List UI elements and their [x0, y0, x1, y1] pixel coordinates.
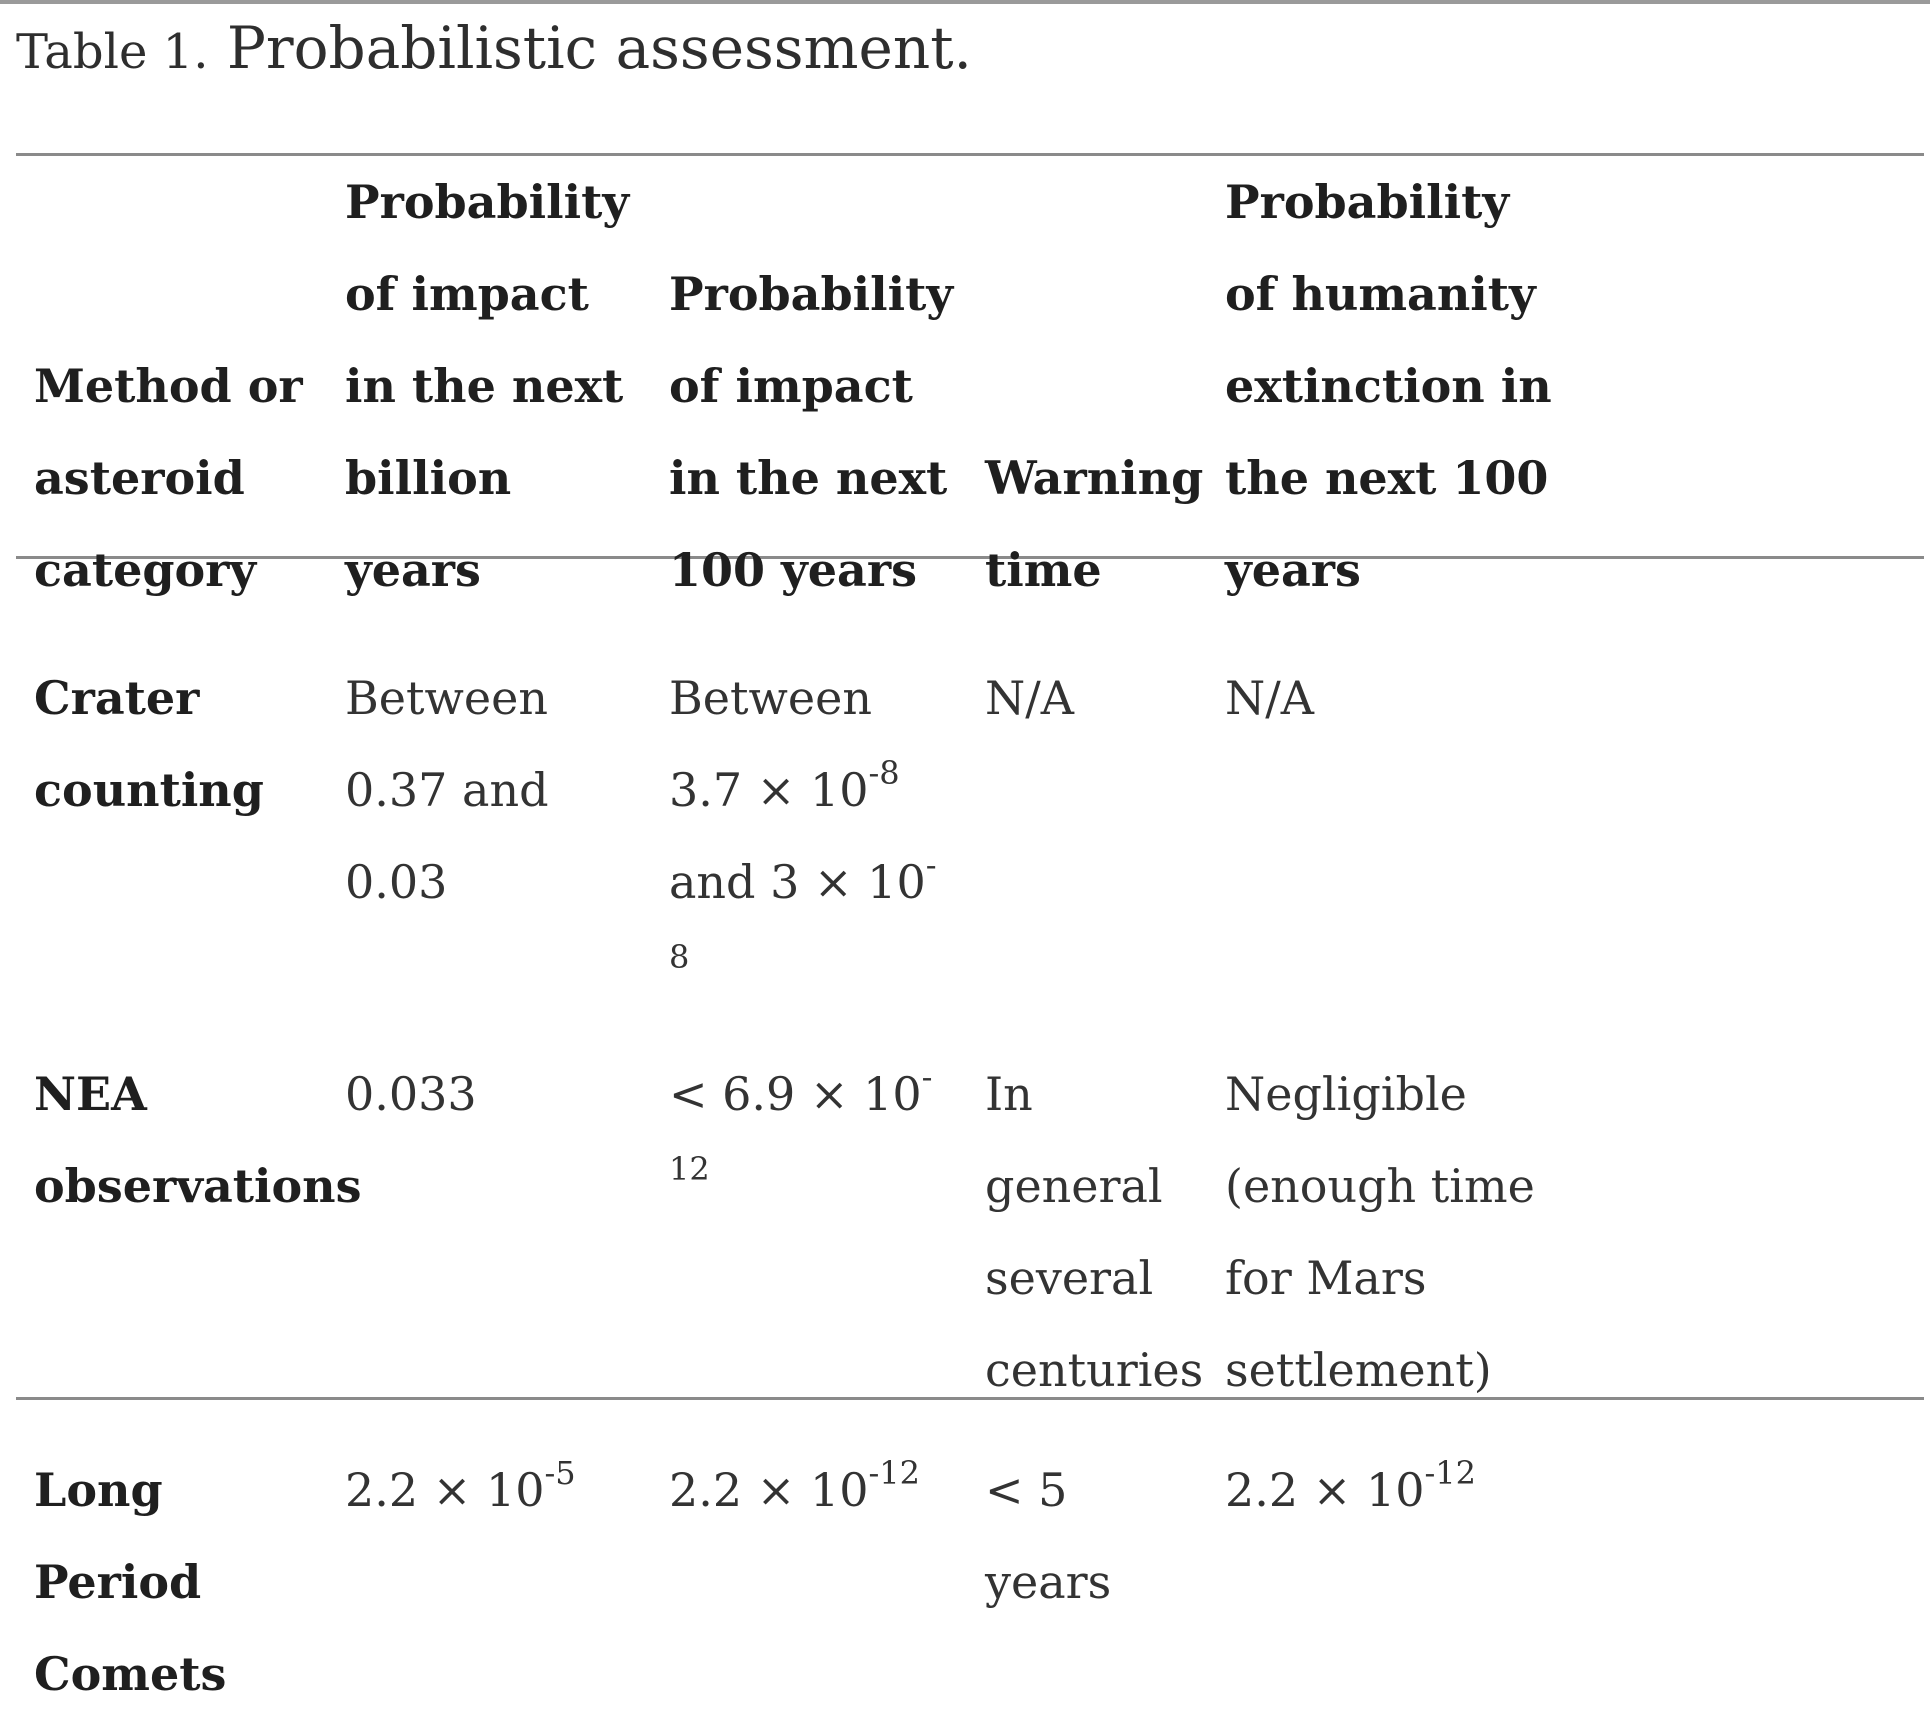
value-text: and 3 × 10 [669, 855, 926, 909]
cell-hundred-years: Between 3.7 × 10-8 and 3 × 10-8 [651, 624, 967, 1020]
cell-billion-years: 2.2 × 10-5 [327, 1416, 651, 1720]
row-category: NEA observations [34, 1067, 362, 1213]
cell-billion-years: Between 0.37 and 0.03 [345, 671, 549, 909]
value-text: 2.2 × 10 [1225, 1463, 1425, 1517]
value-text: 2.2 × 10 [345, 1463, 545, 1517]
table-caption: Table 1. Probabilistic assessment. [16, 6, 972, 94]
table-row: NEA observations 0.033 < 6.9 × 10-12 In … [16, 1020, 1924, 1416]
exponent: -12 [1424, 1453, 1477, 1492]
cell-extinction: Negligible (enough time for Mars settlem… [1225, 1067, 1535, 1397]
header-method: Method or asteroid category [34, 359, 303, 597]
value-text: Between 3.7 × 10 [669, 671, 872, 817]
table-row: Crater counting Between 0.37 and 0.03 Be… [16, 624, 1924, 1020]
exponent: -12 [669, 1057, 933, 1188]
caption-label: Table 1. [16, 24, 209, 80]
exponent: -12 [868, 1453, 921, 1492]
value-text: < 6.9 × 10 [669, 1067, 922, 1121]
header-prob-billion: Probability of impact in the next billio… [345, 175, 630, 597]
table-row: Long Period Comets 2.2 × 10-5 2.2 × 10-1… [16, 1416, 1924, 1720]
cell-hundred-years: < 6.9 × 10-12 [651, 1020, 967, 1416]
value-text: 2.2 × 10 [669, 1463, 869, 1517]
exponent: -5 [544, 1453, 576, 1492]
table-header-row: Method or asteroid category Probability … [16, 156, 1924, 624]
cell-extinction: 2.2 × 10-12 [1207, 1416, 1924, 1720]
table-header-rule [16, 556, 1924, 559]
probability-table: Method or asteroid category Probability … [16, 156, 1924, 1720]
row-category: Long Period Comets [34, 1463, 227, 1701]
exponent: -8 [868, 753, 900, 792]
cell-warning-time: In general several centuries [985, 1067, 1204, 1397]
header-warning-time: Warning time [985, 451, 1204, 597]
caption-title: Probabilistic assessment. [226, 14, 972, 82]
header-extinction: Probability of humanity extinction in th… [1225, 175, 1552, 597]
table-bottom-rule [16, 1397, 1924, 1400]
cell-billion-years: 0.033 [345, 1067, 477, 1121]
cell-extinction: N/A [1225, 671, 1314, 725]
cell-hundred-years: 2.2 × 10-12 [651, 1416, 967, 1720]
header-prob-hundred: Probability of impact in the next 100 ye… [669, 267, 954, 597]
exponent: -8 [669, 845, 937, 976]
cell-warning-time: N/A [985, 671, 1074, 725]
row-category: Crater counting [34, 671, 264, 817]
cell-warning-time: < 5 years [985, 1463, 1112, 1609]
table-top-rule [16, 153, 1924, 156]
top-rule [0, 0, 1930, 4]
